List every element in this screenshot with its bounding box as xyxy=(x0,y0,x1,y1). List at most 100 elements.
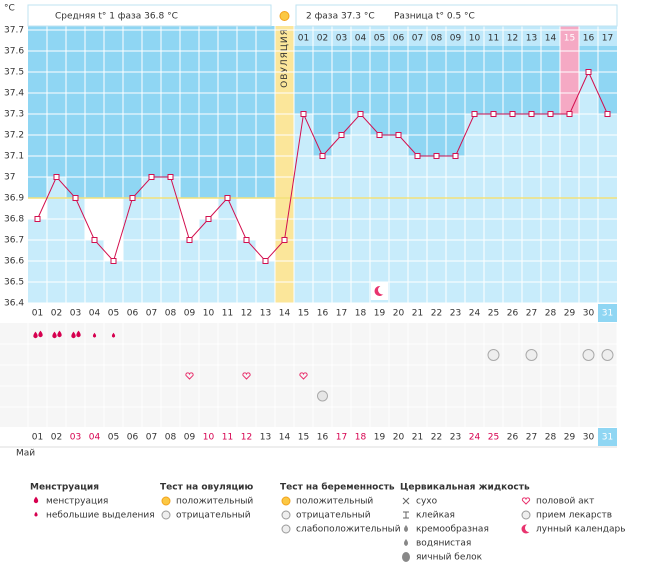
legend-icon xyxy=(525,524,533,532)
menstruation-icon xyxy=(38,330,43,338)
column xyxy=(541,114,560,303)
column xyxy=(598,114,617,303)
x-tick-label: 05 xyxy=(108,309,119,319)
menstruation-icon xyxy=(71,331,76,339)
column xyxy=(66,198,85,303)
x-tick-label-bottom: 30 xyxy=(583,433,595,443)
legend-icon xyxy=(281,496,291,506)
column xyxy=(237,240,256,303)
x-tick-label: 04 xyxy=(89,309,101,319)
legend-item: сухо xyxy=(416,497,438,507)
legend-item: отрицательный xyxy=(296,511,371,521)
phase2-day: 17 xyxy=(602,34,613,44)
x-tick-label-bottom: 25 xyxy=(488,433,499,443)
column xyxy=(522,114,541,303)
temp-point xyxy=(281,237,288,243)
phase2-text: 2 фаза 37.3 °C xyxy=(306,12,375,22)
x-tick-label: 02 xyxy=(51,309,62,319)
x-tick-label: 15 xyxy=(298,309,309,319)
x-tick-label: 11 xyxy=(222,309,233,319)
intercourse-icon xyxy=(185,372,194,380)
column xyxy=(313,156,332,303)
y-tick-label: 37.6 xyxy=(4,47,24,57)
x-tick-label: 13 xyxy=(260,309,271,319)
legend-item: слабоположительный xyxy=(296,525,401,535)
legend-title: Цервикальная жидкость xyxy=(400,483,530,493)
x-tick-label-bottom: 18 xyxy=(355,433,367,443)
phase2-day: 09 xyxy=(450,34,462,44)
phase2-day: 04 xyxy=(355,34,367,44)
y-tick-label: 36.8 xyxy=(4,215,24,225)
phase2-day: 07 xyxy=(412,34,423,44)
phase2-day: 01 xyxy=(298,34,309,44)
x-tick-label-bottom: 08 xyxy=(165,433,177,443)
x-tick-label-bottom: 04 xyxy=(89,433,101,443)
phase2-day: 16 xyxy=(583,34,595,44)
spotting-icon xyxy=(92,332,97,338)
column xyxy=(180,240,199,303)
temp-point xyxy=(395,132,402,138)
x-tick-label: 30 xyxy=(583,309,595,319)
x-tick-label-bottom: 27 xyxy=(526,433,537,443)
difference-text: Разница t° 0.5 °C xyxy=(394,12,475,22)
x-tick-label-bottom: 11 xyxy=(222,433,233,443)
legend-icon xyxy=(161,496,171,506)
preg-neg-icon xyxy=(601,349,614,361)
x-tick-label: 19 xyxy=(374,309,386,319)
spotting-icon xyxy=(111,332,116,338)
last-day-bottom xyxy=(598,428,617,446)
menstruation-icon xyxy=(76,330,81,338)
legend-icon xyxy=(404,525,408,532)
column xyxy=(465,114,484,303)
phase2-day: 15 xyxy=(564,34,575,44)
temp-point xyxy=(471,111,478,117)
x-tick-label: 31 xyxy=(602,309,613,319)
x-tick-label: 01 xyxy=(32,309,43,319)
highlight-day xyxy=(560,26,579,114)
y-tick-label: 37.2 xyxy=(4,131,24,141)
y-tick-label: 36.7 xyxy=(4,236,24,246)
x-tick-label: 25 xyxy=(488,309,499,319)
y-unit: °C xyxy=(4,4,15,14)
phase2-day: 11 xyxy=(488,34,499,44)
month-label: Май xyxy=(16,449,35,459)
legend-title: Тест на беременность xyxy=(280,482,395,493)
temp-point xyxy=(452,153,459,159)
phase2-day: 10 xyxy=(469,34,481,44)
x-tick-label-bottom: 15 xyxy=(298,433,309,443)
legend-item: кремообразная xyxy=(416,525,489,535)
y-tick-label: 37.7 xyxy=(4,26,24,36)
intercourse-icon xyxy=(299,372,308,380)
temp-point xyxy=(528,111,535,117)
x-tick-label: 23 xyxy=(450,309,461,319)
symbols-bg xyxy=(0,323,617,427)
temp-point xyxy=(509,111,516,117)
temp-point xyxy=(34,216,41,222)
x-tick-label-bottom: 28 xyxy=(545,433,557,443)
temp-point xyxy=(376,132,383,138)
temp-point xyxy=(433,153,440,159)
temp-point xyxy=(91,237,98,243)
x-tick-label: 26 xyxy=(507,309,519,319)
x-tick-label: 16 xyxy=(317,309,329,319)
x-tick-label-bottom: 22 xyxy=(431,433,442,443)
column xyxy=(85,240,104,303)
x-tick-label: 22 xyxy=(431,309,442,319)
legend-icon xyxy=(161,510,171,520)
temp-point xyxy=(490,111,497,117)
temp-point xyxy=(148,174,155,180)
x-tick-label-bottom: 13 xyxy=(260,433,271,443)
x-tick-label: 17 xyxy=(336,309,347,319)
temp-point xyxy=(338,132,345,138)
y-tick-label: 36.4 xyxy=(4,299,24,309)
phase2-box xyxy=(295,4,618,27)
legend-item: лунный календарь xyxy=(536,525,626,535)
x-tick-label: 27 xyxy=(526,309,537,319)
legend-item: половой акт xyxy=(536,497,594,507)
legend-icon xyxy=(281,524,291,534)
legend-item: положительный xyxy=(176,497,253,507)
column xyxy=(427,156,446,303)
sun-icon xyxy=(279,11,290,21)
temp-point xyxy=(585,69,592,75)
temp-point xyxy=(604,111,611,117)
